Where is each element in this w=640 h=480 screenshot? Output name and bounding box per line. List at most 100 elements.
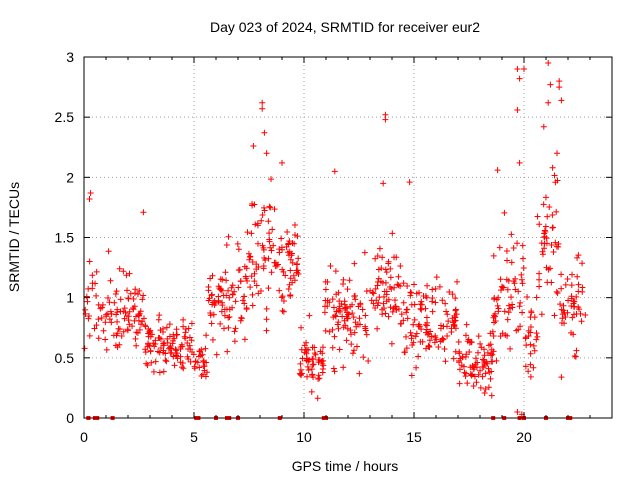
data-point: [225, 287, 232, 294]
data-point: [199, 351, 206, 358]
data-point: [336, 303, 343, 310]
data-point: [449, 291, 456, 298]
data-point: [356, 315, 363, 322]
data-point: [408, 372, 415, 379]
data-point: [319, 357, 326, 364]
data-point: [127, 290, 134, 297]
data-point: [177, 344, 184, 351]
data-point: [255, 263, 262, 270]
data-point: [309, 344, 316, 351]
data-point: [120, 268, 127, 275]
data-point: [139, 318, 146, 325]
data-point: [111, 299, 118, 306]
data-point: [433, 274, 440, 281]
data-point: [122, 309, 129, 316]
data-point: [467, 371, 474, 378]
data-point: [494, 302, 501, 309]
data-point: [247, 284, 254, 291]
data-point: [574, 273, 581, 280]
data-point: [554, 150, 560, 157]
data-point: [287, 267, 294, 274]
data-point: [261, 129, 268, 136]
data-point: [536, 276, 543, 283]
data-point: [237, 278, 244, 285]
data-point: [135, 312, 142, 319]
data-point: [298, 372, 305, 379]
data-point: [296, 370, 303, 377]
data-point: [544, 213, 551, 220]
data-point: [349, 350, 356, 357]
data-point: [400, 299, 407, 306]
data-point: [439, 335, 446, 342]
data-point: [315, 359, 322, 366]
data-point: [276, 246, 283, 253]
data-point: [362, 327, 369, 334]
data-point: [171, 362, 178, 369]
data-point: [297, 366, 304, 373]
data-point: [285, 241, 292, 248]
data-point: [549, 224, 556, 231]
data-point: [395, 282, 402, 289]
data-point: [280, 298, 287, 305]
data-point: [85, 312, 92, 319]
data-point: [514, 66, 521, 73]
data-point: [196, 364, 203, 371]
data-point: [285, 285, 292, 292]
data-point: [400, 280, 407, 287]
data-point: [244, 278, 251, 285]
data-point: [243, 305, 250, 312]
data-point: [155, 348, 162, 355]
data-point: [123, 272, 130, 279]
data-point: [527, 324, 534, 331]
data-point: [480, 357, 487, 364]
data-point: [340, 364, 347, 371]
y-tick-label: 0: [66, 410, 74, 426]
data-point: [113, 332, 120, 339]
data-point: [517, 299, 524, 306]
data-point: [539, 248, 546, 255]
data-point: [481, 352, 488, 359]
data-point: [407, 292, 414, 299]
data-point: [456, 380, 463, 387]
data-point: [398, 311, 405, 318]
data-point: [423, 314, 430, 321]
data-point: [400, 317, 407, 324]
data-point: [564, 276, 571, 283]
data-point: [561, 320, 568, 327]
data-point: [411, 281, 418, 288]
data-point: [543, 240, 550, 247]
data-point: [542, 228, 549, 235]
data-point: [131, 290, 138, 297]
data-point: [113, 311, 120, 318]
data-point: [349, 310, 356, 317]
data-point: [252, 221, 259, 228]
data-point: [552, 239, 559, 246]
data-point: [536, 270, 543, 277]
data-point: [93, 292, 100, 299]
data-point: [413, 290, 420, 297]
data-point: [107, 277, 114, 284]
data-point: [249, 302, 256, 309]
data-point: [477, 367, 484, 374]
y-axis-label: SRMTID / TECUs: [6, 182, 22, 292]
data-point: [508, 259, 515, 266]
data-point: [391, 284, 398, 291]
data-point: [225, 233, 232, 240]
chart-title: Day 023 of 2024, SRMTID for receiver eur…: [210, 19, 480, 35]
data-point: [308, 388, 315, 395]
data-point: [374, 302, 381, 309]
data-point: [182, 329, 189, 336]
data-point: [231, 328, 238, 335]
data-point: [575, 281, 582, 288]
x-tick-label: 10: [296, 429, 312, 445]
data-point: [346, 277, 353, 284]
data-point: [340, 276, 347, 283]
data-point: [160, 349, 167, 356]
data-point: [208, 292, 215, 299]
data-point: [188, 337, 195, 344]
data-point: [406, 179, 413, 186]
data-point: [352, 319, 359, 326]
data-point: [365, 358, 372, 365]
data-point: [558, 97, 565, 104]
data-point: [408, 289, 415, 296]
